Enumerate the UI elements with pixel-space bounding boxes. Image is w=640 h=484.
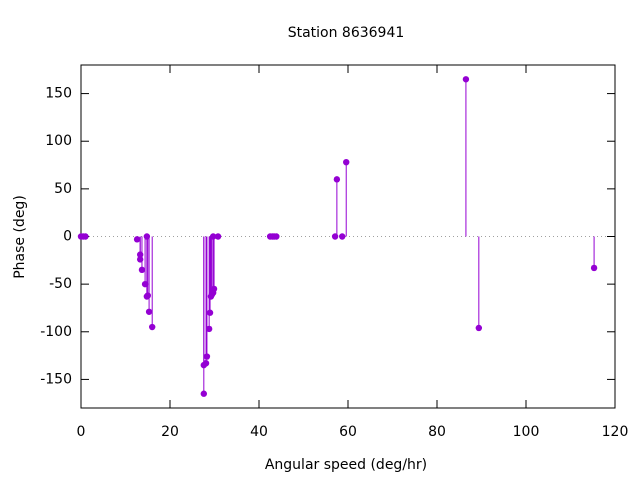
x-tick-label: 20 xyxy=(161,424,179,440)
point xyxy=(133,236,141,243)
point xyxy=(343,158,350,166)
point xyxy=(200,390,208,397)
point xyxy=(82,233,89,240)
x-axis-label: Angular speed (deg/hr) xyxy=(265,457,427,473)
x-tick-label: 80 xyxy=(428,424,446,440)
point xyxy=(333,176,341,183)
x-tick-label: 120 xyxy=(602,424,629,440)
point xyxy=(205,325,213,333)
point xyxy=(202,360,210,367)
y-tick-label: 0 xyxy=(63,229,72,245)
point xyxy=(203,353,211,360)
point xyxy=(475,324,483,332)
point xyxy=(144,292,151,299)
y-axis-label: Phase (deg) xyxy=(12,195,28,279)
y-tick-label: -150 xyxy=(40,371,72,387)
x-tick-label: 40 xyxy=(250,424,268,440)
point xyxy=(149,323,156,331)
point xyxy=(462,76,470,83)
x-tick-label: 0 xyxy=(77,424,86,440)
chart-title: Station 8636941 xyxy=(288,25,405,41)
point xyxy=(145,308,153,315)
point xyxy=(590,264,598,272)
y-tick-label: -100 xyxy=(40,324,72,340)
x-tick-label: 60 xyxy=(339,424,357,440)
y-tick-label: 100 xyxy=(45,133,72,149)
point xyxy=(339,233,346,240)
y-tick-label: 150 xyxy=(45,86,72,102)
point xyxy=(273,233,280,240)
point xyxy=(214,233,222,240)
x-tick-label: 100 xyxy=(513,424,540,440)
y-tick-label: 50 xyxy=(54,181,72,197)
point xyxy=(206,309,214,316)
point xyxy=(210,285,218,293)
point xyxy=(138,266,146,274)
y-tick-label: -50 xyxy=(49,276,72,292)
